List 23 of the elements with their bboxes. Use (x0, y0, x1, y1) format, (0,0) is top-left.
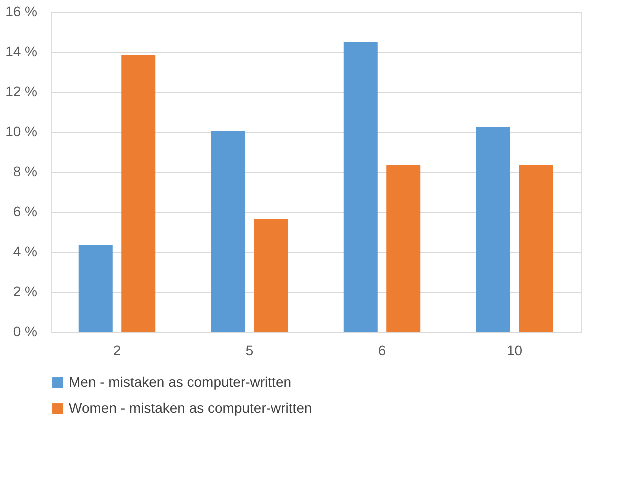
legend-label: Women - mistaken as computer-written (69, 400, 312, 416)
bar (211, 131, 246, 332)
y-tick-label: 2 % (13, 284, 38, 300)
bar (122, 55, 156, 332)
y-tick-label: 0 % (13, 324, 38, 340)
y-tick-label: 6 % (13, 204, 38, 220)
y-tick-label: 4 % (13, 244, 38, 260)
x-tick-label: 6 (378, 342, 386, 358)
y-tick-label: 14 % (6, 44, 38, 60)
bar (344, 42, 378, 332)
bar (78, 245, 113, 332)
x-tick-label: 2 (113, 342, 122, 358)
bar (386, 165, 421, 332)
y-tick-label: 12 % (6, 84, 38, 100)
x-tick-label: 5 (246, 342, 254, 358)
y-tick-label: 16 % (6, 4, 38, 20)
bar (519, 165, 554, 332)
x-tick-label: 10 (506, 342, 523, 358)
bar (254, 219, 288, 332)
y-tick-label: 10 % (6, 124, 38, 140)
bar (476, 127, 510, 332)
y-tick-label: 8 % (13, 164, 38, 180)
legend-label: Men - mistaken as computer-written (69, 374, 292, 390)
